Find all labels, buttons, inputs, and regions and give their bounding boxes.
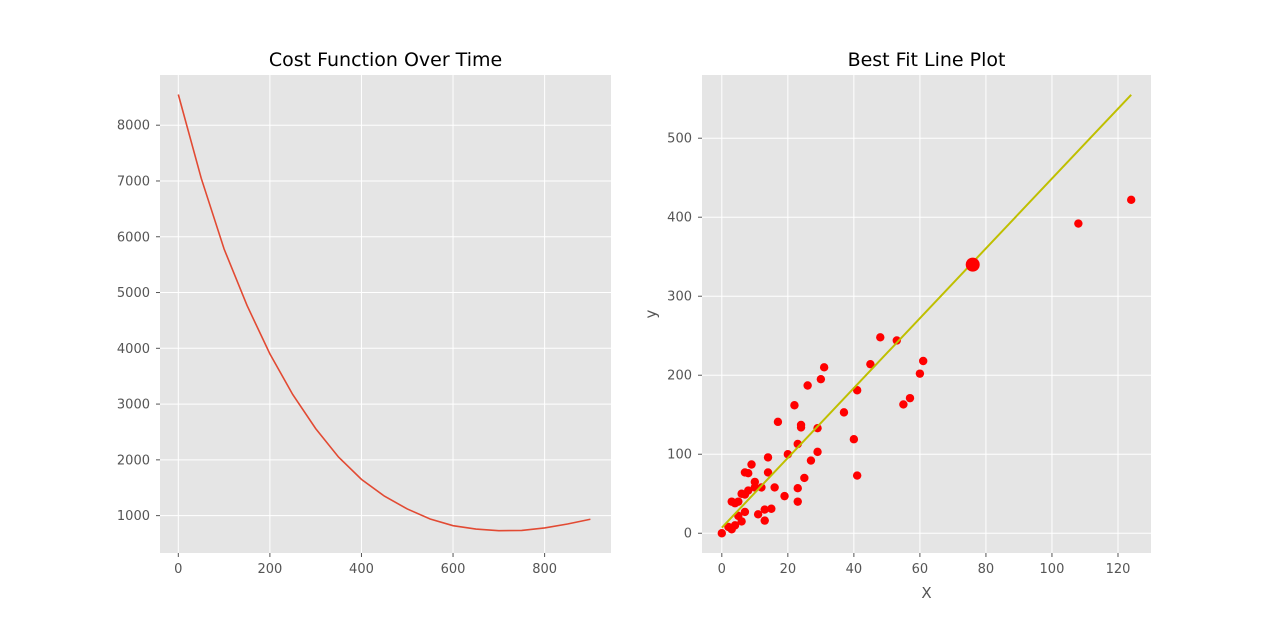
cost-chart-ticks: 0 200 400 600 800 1000 2000 3000 4000 5000 6000 700… [117,119,557,577]
scatter-point [1126,195,1136,205]
best-fit-chart-y-tick-label: 500 [667,132,692,147]
cost-chart-x-tick-label: 600 [441,562,466,577]
best-fit-chart-ticks: 0 20 40 60 80 100 120 0 100 200 300 400 500 [667,132,1130,577]
best-fit-chart-grid [702,75,1151,553]
scatter-point [793,497,802,506]
best-fit-chart-x-tick-label: 100 [1040,562,1065,577]
scatter-point [915,369,925,378]
scatter-point [1074,219,1083,228]
scatter-point [724,522,733,532]
scatter-point [753,510,763,519]
scatter-point [717,529,727,538]
scatter-point [803,381,812,390]
cost-chart-y-tick-label: 8000 [117,119,150,134]
scatter-point [899,400,908,409]
scatter-point [852,471,862,480]
scatter-point [730,521,740,530]
cost-chart-y-tick-label: 5000 [117,286,150,301]
cost-chart-y-tick-label: 2000 [117,453,150,468]
scatter-point [734,497,743,506]
best-fit-chart-x-tick-label: 0 [718,562,726,577]
scatter-point [757,483,766,492]
best-fit-chart-x-tick-label: 60 [912,562,929,577]
best-fit-chart-y-tick-label: 400 [667,211,692,226]
cost-chart-x-tick-label: 400 [349,562,374,577]
cost-chart-marks [177,94,591,532]
cost-chart-y-tick-label: 6000 [117,230,150,245]
scatter-point [740,490,750,499]
best-fit-chart-xlabel: X [921,584,931,602]
scatter-point [806,456,816,465]
cost-chart-plot-area [160,75,611,553]
best-fit-chart-y-tick-label: 300 [667,290,692,305]
highlight-point [965,257,980,272]
cost-chart: 0 200 400 600 800 1000 2000 3000 4000 5000 6000 700… [117,49,611,577]
best-fit-chart-y-tick-label: 0 [684,527,692,542]
scatter-point [839,408,849,417]
cost-chart-y-tick-label: 4000 [117,342,150,357]
cost-chart-x-tick-label: 200 [257,562,282,577]
best-fit-chart-x-tick-label: 40 [846,562,863,577]
scatter-point [816,374,826,384]
scatter-point [790,401,799,410]
scatter-point [918,356,928,366]
best-fit-chart-x-tick-label: 20 [780,562,797,577]
scatter-point [747,460,756,469]
scatter-point [780,491,789,501]
scatter-point [773,417,783,427]
best-fit-chart: 0 20 40 60 80 100 120 0 100 200 300 400 500 Best Fit… [642,49,1151,602]
cost-chart-x-tick-label: 0 [174,562,182,577]
scatter-point [800,473,809,483]
cost-line [177,94,591,532]
scatter-point [770,483,779,492]
scatter-point [866,359,875,369]
best-fit-chart-marks [717,94,1136,538]
scatter-point [763,468,773,477]
best-fit-chart-y-tick-label: 200 [667,369,692,384]
scatter-point [767,504,776,513]
scatter-point [760,516,769,525]
cost-chart-y-tick-label: 3000 [117,398,150,413]
best-fit-chart-title: Best Fit Line Plot [848,49,1006,71]
scatter-point [813,447,822,457]
cost-chart-x-tick-label: 800 [532,562,557,577]
cost-chart-grid [160,75,611,553]
best-fit-chart-ylabel: y [642,309,660,318]
scatter-point [796,420,806,430]
best-fit-line [721,94,1132,529]
scatter-point [892,336,901,345]
best-fit-chart-x-tick-label: 120 [1106,562,1131,577]
scatter-point [793,484,802,493]
scatter-point [819,363,829,372]
best-fit-chart-y-tick-label: 100 [667,448,692,463]
scatter-point [813,423,822,433]
scatter-point [849,435,859,444]
scatter-point [905,393,915,403]
cost-chart-y-tick-label: 1000 [117,509,150,524]
scatter-point [760,505,769,514]
best-fit-chart-plot-area [702,75,1151,553]
scatter-point [876,333,885,342]
best-fit-chart-x-tick-label: 80 [978,562,995,577]
cost-chart-title: Cost Function Over Time [269,49,502,71]
scatter-point [763,453,773,462]
cost-chart-y-tick-label: 7000 [117,174,150,189]
scatter-point [744,469,753,478]
scatter-point [740,507,750,517]
